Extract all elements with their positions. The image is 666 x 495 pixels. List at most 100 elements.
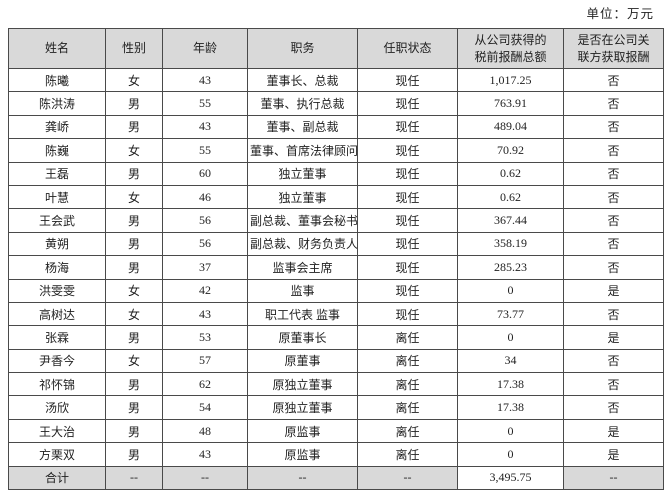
table-row: 方栗双男 43 原监事 离任 0 是 [8, 442, 664, 467]
table-cell: 否 [563, 255, 664, 280]
table-cell: 否 [563, 138, 664, 163]
table-cell: 离任 [357, 348, 458, 374]
table-cell: 汤欣 [8, 395, 106, 420]
table-cell: 原董事长 [247, 325, 358, 350]
table-cell: 男 [105, 395, 163, 420]
table-cell: 285.23 [457, 255, 564, 280]
table-cell: 否 [563, 161, 664, 186]
table-cell: 否 [563, 67, 664, 93]
compensation-table: 姓名 性别 年龄 职务 任职状态 从公司获得的 税前报酬总额 是否在公司关 联方… [8, 28, 664, 491]
table-row: 祁怀锦男 62 原独立董事 离任 17.38 否 [8, 372, 664, 397]
table-row: 汤欣男 54 原独立董事 离任 17.38 否 [8, 395, 664, 420]
table-row: 陈洪涛男 55 董事、执行总裁 现任 763.91 否 [8, 91, 664, 116]
column-header-position: 职务 [247, 28, 358, 69]
table-cell: 离任 [357, 372, 458, 397]
table-cell: 离任 [357, 418, 458, 444]
table-cell: 73.77 [457, 301, 564, 327]
total-row: 合计 -- -- -- -- 3,495.75 -- [8, 465, 664, 491]
table-cell: 方栗双 [8, 442, 106, 467]
table-row: 洪雯雯女 42 监事 现任 0 是 [8, 278, 664, 303]
table-cell: -- [357, 465, 458, 491]
table-cell: 37 [162, 255, 248, 280]
column-header-gender: 性别 [105, 28, 163, 69]
unit-label: 单位：万元 [586, 7, 654, 21]
table-cell: 男 [105, 255, 163, 280]
table-cell: 43 [162, 114, 248, 140]
column-header-age: 年龄 [162, 28, 248, 69]
table-cell: 监事 [247, 278, 358, 303]
table-cell: 男 [105, 372, 163, 397]
table-cell: 是 [563, 278, 664, 303]
table-cell: 龚峤 [8, 114, 106, 140]
table-cell: 祁怀锦 [8, 372, 106, 397]
table-cell: 尹香今 [8, 348, 106, 374]
table-cell: 367.44 [457, 208, 564, 233]
table-cell: 黄朔 [8, 231, 106, 257]
table-cell: 现任 [357, 184, 458, 210]
table-cell: 0 [457, 418, 564, 444]
table-cell: 女 [105, 278, 163, 303]
table-cell: 是 [563, 418, 664, 444]
table-cell: 女 [105, 301, 163, 327]
table-cell: 56 [162, 208, 248, 233]
table-row: 叶慧女 46 独立董事 现任 0.62 否 [8, 184, 664, 210]
table-row: 尹香今女 57 原董事 离任 34 否 [8, 348, 664, 374]
table-row: 张霖男 53 原董事长 离任 0 是 [8, 325, 664, 350]
table-cell: 70.92 [457, 138, 564, 163]
table-cell: 57 [162, 348, 248, 374]
table-cell: 17.38 [457, 372, 564, 397]
table-cell: 1,017.25 [457, 67, 564, 93]
table-cell: 叶慧 [8, 184, 106, 210]
table-cell: 董事、执行总裁 [247, 91, 358, 116]
table-cell: 陈曦 [8, 67, 106, 93]
table-cell: 现任 [357, 114, 458, 140]
table-cell: 独立董事 [247, 184, 358, 210]
table-cell: 男 [105, 208, 163, 233]
table-cell: 0 [457, 278, 564, 303]
table-cell: 现任 [357, 91, 458, 116]
table-cell: 现任 [357, 301, 458, 327]
table-cell: 34 [457, 348, 564, 374]
table-cell: 是 [563, 442, 664, 467]
table-cell: 46 [162, 184, 248, 210]
table-cell: 54 [162, 395, 248, 420]
table-cell: 否 [563, 301, 664, 327]
table-cell: 离任 [357, 395, 458, 420]
table-cell: 职工代表 监事 [247, 301, 358, 327]
table-cell: 原独立董事 [247, 395, 358, 420]
table-cell: 0 [457, 325, 564, 350]
table-cell: 高树达 [8, 301, 106, 327]
table-cell: 男 [105, 418, 163, 444]
table-cell: 否 [563, 208, 664, 233]
table-cell: 男 [105, 442, 163, 467]
table-cell: 原监事 [247, 418, 358, 444]
table-row: 王磊男 60 独立董事 现任 0.62 否 [8, 161, 664, 186]
table-cell: 独立董事 [247, 161, 358, 186]
table-cell: 女 [105, 67, 163, 93]
table-cell: 离任 [357, 325, 458, 350]
table-row: 陈巍女 55 董事、首席法律顾问 现任 70.92 否 [8, 138, 664, 163]
table-cell: 现任 [357, 231, 458, 257]
table-cell: 43 [162, 67, 248, 93]
table-cell: 53 [162, 325, 248, 350]
table-cell: 现任 [357, 255, 458, 280]
column-header-related-party: 是否在公司关 联方获取报酬 [563, 28, 664, 69]
table-cell: 王大治 [8, 418, 106, 444]
table-cell: 0.62 [457, 161, 564, 186]
table-body: 陈曦女 43 董事长、总裁 现任 1,017.25 否陈洪涛男 55 董事、执行总裁 现任 763… [8, 67, 664, 491]
table-cell: 3,495.75 [457, 465, 564, 491]
table-cell: 否 [563, 184, 664, 210]
table-cell: 48 [162, 418, 248, 444]
column-header-status: 任职状态 [357, 28, 458, 69]
table-cell: 原董事 [247, 348, 358, 374]
header-row: 姓名 性别 年龄 职务 任职状态 从公司获得的 税前报酬总额 是否在公司关 联方… [8, 28, 664, 69]
table-cell: 现任 [357, 67, 458, 93]
table-cell: 男 [105, 91, 163, 116]
table-cell: 43 [162, 301, 248, 327]
table-row: 高树达女 43 职工代表 监事 现任 73.77 否 [8, 301, 664, 327]
table-cell: 43 [162, 442, 248, 467]
table-cell: 陈洪涛 [8, 91, 106, 116]
column-header-name: 姓名 [8, 28, 106, 69]
table-cell: 男 [105, 114, 163, 140]
table-cell: 是 [563, 325, 664, 350]
